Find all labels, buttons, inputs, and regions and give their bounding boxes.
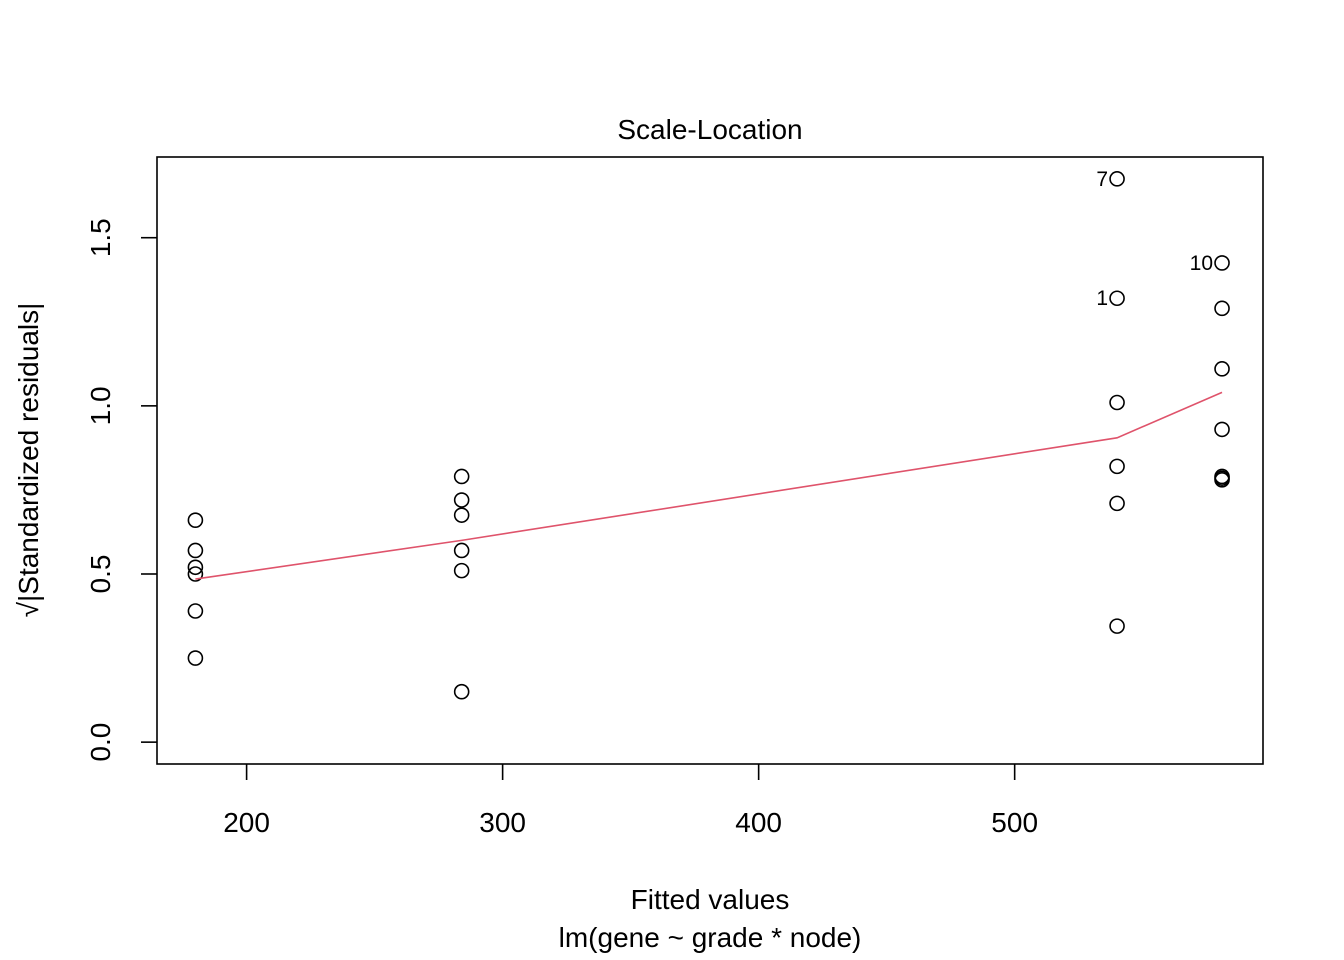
y-tick-label: 0.5 (85, 555, 116, 594)
model-formula-subtitle: lm(gene ~ grade * node) (559, 922, 862, 953)
residual-point (453, 542, 470, 559)
residual-point (187, 512, 204, 528)
residual-point (1109, 458, 1125, 475)
y-tick-label: 1.0 (85, 386, 116, 425)
x-tick-label: 400 (735, 807, 782, 838)
residual-points: 7 1 10 (187, 168, 1230, 700)
y-tick-label: 0.0 (85, 723, 116, 762)
x-axis: 200 300 400 500 (223, 764, 1038, 838)
residual-point (187, 566, 204, 582)
residual-point (1214, 421, 1230, 438)
residual-point (1214, 300, 1230, 317)
residual-point (453, 562, 470, 579)
x-tick-label: 300 (479, 807, 526, 838)
residual-point (453, 468, 470, 485)
residual-point (187, 559, 204, 576)
residual-point (453, 492, 470, 508)
residual-point (187, 650, 204, 666)
y-axis-label-text: |Standardized residuals| (13, 303, 44, 602)
y-axis: 0.0 0.5 1.0 1.5 (85, 218, 157, 762)
residual-point (1109, 394, 1125, 411)
y-axis-label: √|Standardized residuals| (13, 303, 44, 618)
residual-point (1214, 472, 1230, 488)
x-axis-label: Fitted values (631, 884, 790, 915)
outlier-label: 7 (1096, 168, 1108, 191)
plot-frame (156, 156, 1264, 765)
residual-point (1109, 171, 1125, 187)
y-axis-label-radical: √ (13, 601, 44, 617)
x-tick-label: 500 (991, 807, 1038, 838)
smoothed-trend-line (195, 391, 1223, 580)
residual-point (187, 542, 204, 559)
residual-point (1109, 290, 1125, 307)
chart-title: Scale-Location (617, 114, 802, 145)
outlier-label: 10 (1190, 252, 1213, 275)
x-tick-label: 200 (223, 807, 270, 838)
residual-point (187, 603, 204, 619)
residual-point (1214, 255, 1230, 271)
residual-point (1109, 495, 1125, 512)
outlier-label: 1 (1096, 287, 1108, 310)
residual-point (453, 507, 470, 523)
smooth-line-group (195, 391, 1223, 580)
residual-point (1109, 618, 1125, 634)
residual-point (1214, 361, 1230, 377)
y-tick-label: 1.5 (85, 218, 116, 257)
residual-point (453, 683, 470, 700)
